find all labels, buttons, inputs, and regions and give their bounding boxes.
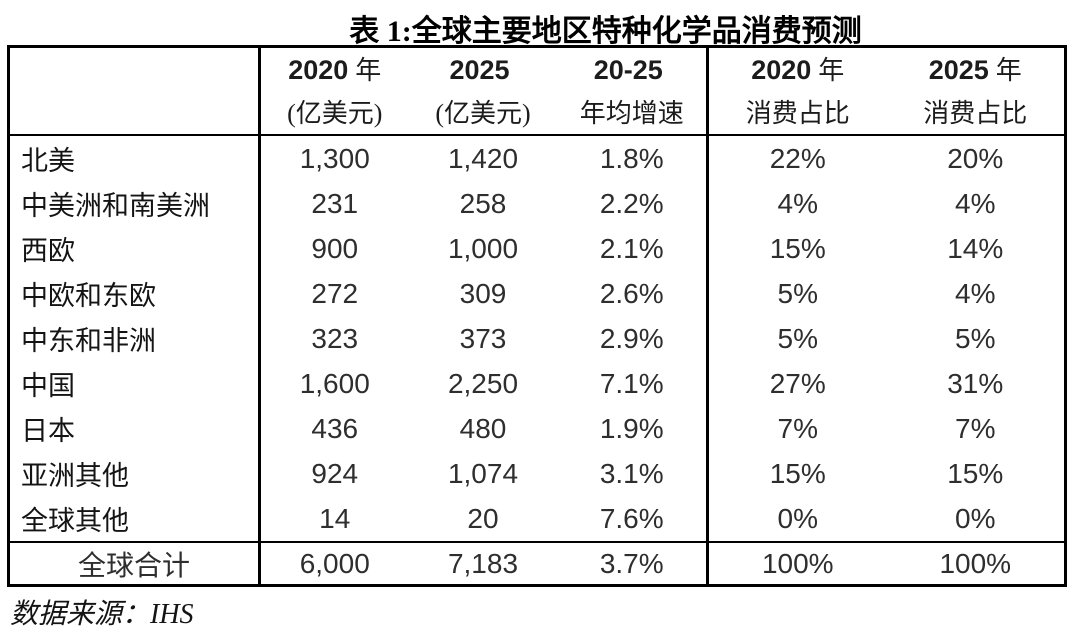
share-2025-cell: 20% <box>947 142 1004 174</box>
share-2025-cell: 31% <box>947 367 1004 399</box>
data-source-note: 数据来源：IHS <box>10 599 194 630</box>
value-2025-cell: 1,000 <box>447 232 519 264</box>
value-2020-cell: 1,300 <box>258 135 409 181</box>
table-row-other-asia: 亚洲其他 924 1,074 3.1% 15% 15% <box>9 451 1066 496</box>
value-2025-cell: 2,250 <box>447 367 519 399</box>
share-2020-cell: 4% <box>706 181 887 226</box>
table-row-central-eastern-europe: 中欧和东欧 272 309 2.6% 5% 4% <box>9 271 1066 316</box>
share-2025-cell: 4% <box>955 187 996 219</box>
region-cell: 日本 <box>21 416 75 446</box>
header-2020-value: 2020 年 (亿美元) <box>258 46 409 136</box>
header-2025-share-suffix: 年 <box>995 55 1022 85</box>
header-2025-value: 2025 (亿美元) <box>408 46 558 136</box>
share-2025-cell: 14% <box>947 232 1004 264</box>
header-2025-share-year: 2025 <box>928 54 989 85</box>
cagr-cell: 1.8% <box>599 142 664 174</box>
value-2020-cell: 900 <box>258 226 409 271</box>
value-2020-cell: 231 <box>258 181 409 226</box>
header-2020-share-year: 2020 <box>751 54 812 85</box>
header-cagr-range: 20-25 <box>593 54 663 85</box>
total-cagr-cell: 3.7% <box>557 541 708 586</box>
region-cell: 亚洲其他 <box>21 461 129 491</box>
value-2020-cell: 323 <box>258 316 409 361</box>
region-cell: 中国 <box>21 371 75 401</box>
cagr-cell: 3.1% <box>599 457 664 489</box>
table-title: 表 1:全球主要地区特种化学品消费预测 <box>349 15 862 48</box>
value-2025-cell: 309 <box>459 277 507 309</box>
share-2025-cell: 15% <box>947 457 1004 489</box>
value-2020-cell: 272 <box>258 271 409 316</box>
value-2025-cell: 480 <box>459 412 507 444</box>
share-2020-cell: 27% <box>706 361 887 406</box>
table-row-western-europe: 西欧 900 1,000 2.1% 15% 14% <box>9 226 1066 271</box>
share-2020-cell: 22% <box>706 135 887 181</box>
share-2025-cell: 5% <box>955 322 996 354</box>
value-2025-cell: 258 <box>459 187 507 219</box>
region-cell: 全球其他 <box>21 506 129 536</box>
region-cell: 西欧 <box>21 236 75 266</box>
cagr-cell: 1.9% <box>599 412 664 444</box>
header-2020-share-label: 消费占比 <box>745 98 850 128</box>
value-2020-cell: 14 <box>258 496 409 542</box>
share-2025-cell: 0% <box>955 502 996 534</box>
header-region <box>8 46 260 136</box>
cagr-cell: 2.6% <box>599 277 664 309</box>
cagr-cell: 2.2% <box>599 187 664 219</box>
header-2025-share-label: 消费占比 <box>923 98 1028 128</box>
header-2025-value-year: 2025 <box>449 54 510 85</box>
value-2020-cell: 436 <box>258 406 409 451</box>
share-2020-cell: 5% <box>706 316 887 361</box>
region-cell: 中美洲和南美洲 <box>21 191 210 221</box>
table-header: 2020 年 (亿美元) 2025 (亿美元) 20-25 年均增速 2020 年 … <box>8 46 1066 136</box>
header-row: 2020 年 (亿美元) 2025 (亿美元) 20-25 年均增速 2020 年 … <box>8 46 1066 136</box>
table-row-central-south-america: 中美洲和南美洲 231 258 2.2% 4% 4% <box>9 181 1066 226</box>
total-value-2020-cell: 6,000 <box>258 541 409 586</box>
table-body: 北美 1,300 1,420 1.8% 22% 20% 中美洲和南美洲 231 … <box>8 135 1066 586</box>
header-2025-value-unit: (亿美元) <box>435 98 531 128</box>
table-row-china: 中国 1,600 2,250 7.1% 27% 31% <box>9 361 1066 406</box>
total-region-cell: 全球合计 <box>8 541 260 586</box>
forecast-table: 2020 年 (亿美元) 2025 (亿美元) 20-25 年均增速 2020 年 … <box>7 45 1067 587</box>
region-cell: 中欧和东欧 <box>21 281 156 311</box>
value-2020-cell: 1,600 <box>258 361 409 406</box>
value-2020-cell: 924 <box>258 451 409 496</box>
share-2020-cell: 15% <box>706 226 887 271</box>
value-2025-cell: 373 <box>459 322 507 354</box>
cagr-cell: 2.9% <box>599 322 664 354</box>
share-2020-cell: 15% <box>706 451 887 496</box>
share-2020-cell: 0% <box>706 496 887 542</box>
table-row-global-total: 全球合计 6,000 7,183 3.7% 100% 100% <box>8 541 1066 586</box>
header-cagr-label: 年均增速 <box>579 98 684 128</box>
header-2020-share: 2020 年 消费占比 <box>706 46 887 136</box>
header-2020-value-suffix: 年 <box>355 55 382 85</box>
total-value-2025-cell: 7,183 <box>408 541 558 586</box>
header-cagr: 20-25 年均增速 <box>557 46 708 136</box>
header-2020-value-unit: (亿美元) <box>287 98 383 128</box>
region-cell: 北美 <box>21 146 75 176</box>
total-share-2020-cell: 100% <box>706 541 887 586</box>
table-row-japan: 日本 436 480 1.9% 7% 7% <box>9 406 1066 451</box>
header-2020-value-year: 2020 <box>288 54 349 85</box>
share-2020-cell: 7% <box>706 406 887 451</box>
header-2025-share: 2025 年 消费占比 <box>886 46 1066 136</box>
table-row-rest-of-world: 全球其他 14 20 7.6% 0% 0% <box>9 496 1066 542</box>
table-row-middle-east-africa: 中东和非洲 323 373 2.9% 5% 5% <box>9 316 1066 361</box>
cagr-cell: 7.1% <box>599 367 664 399</box>
cagr-cell: 7.6% <box>599 502 664 534</box>
table-row-north-america: 北美 1,300 1,420 1.8% 22% 20% <box>9 135 1066 181</box>
cagr-cell: 2.1% <box>599 232 664 264</box>
value-2025-cell: 1,074 <box>447 457 519 489</box>
value-2025-cell: 20 <box>467 502 499 534</box>
header-2020-share-suffix: 年 <box>818 55 845 85</box>
value-2025-cell: 1,420 <box>447 142 519 174</box>
share-2025-cell: 4% <box>955 277 996 309</box>
share-2020-cell: 5% <box>706 271 887 316</box>
region-cell: 中东和非洲 <box>21 326 156 356</box>
share-2025-cell: 7% <box>955 412 996 444</box>
total-share-2025-cell: 100% <box>886 541 1066 586</box>
